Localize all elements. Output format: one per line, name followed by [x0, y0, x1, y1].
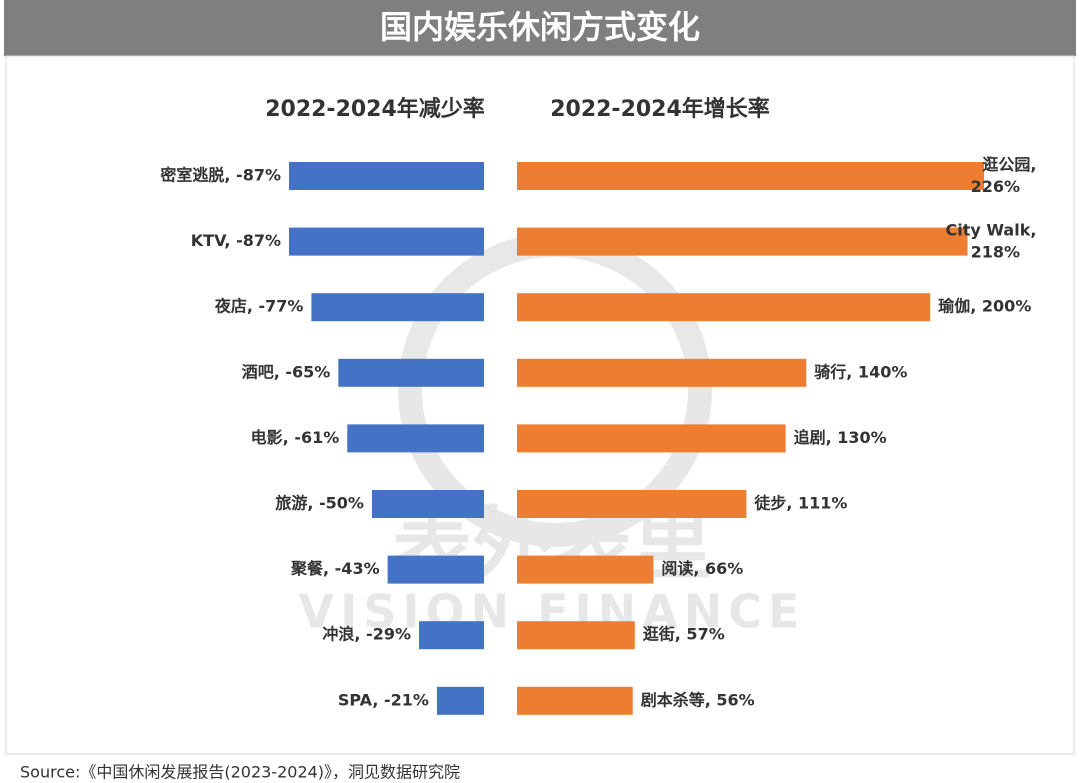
bar — [311, 293, 484, 322]
bar — [517, 162, 984, 190]
bar — [517, 621, 635, 650]
bar — [517, 686, 633, 715]
page-title: 国内娱乐休闲方式变化 — [380, 8, 700, 46]
value-label: City Walk, 218% — [945, 220, 1042, 261]
bar — [338, 358, 484, 387]
bar — [371, 490, 484, 518]
title-bar — [4, 0, 1076, 56]
source: Source:《中国休闲发展报告(2023-2024)》，洞见数据研究院 — [20, 763, 460, 782]
value-label: 逛街, 57% — [643, 625, 725, 644]
value-label: 逛公园, 226% — [971, 155, 1042, 196]
value-label: 骑行, 140% — [814, 362, 907, 381]
bar — [517, 358, 807, 387]
bar — [347, 424, 484, 453]
bar — [289, 162, 484, 190]
value-label: 酒吧, -65% — [242, 362, 331, 381]
value-label: 夜店, -77% — [214, 297, 304, 316]
value-label: 剧本杀等, 56% — [641, 690, 755, 709]
panel-title: 2022-2024年增长率 — [550, 96, 770, 122]
bar — [419, 621, 484, 650]
value-label: 瑜伽, 200% — [938, 297, 1031, 316]
bar — [436, 686, 484, 715]
bar — [289, 227, 484, 256]
bar — [517, 490, 747, 518]
value-label: 冲浪, -29% — [322, 625, 411, 644]
value-label: 旅游, -50% — [275, 494, 364, 513]
frame — [5, 55, 1075, 755]
bar — [517, 293, 931, 322]
bar — [517, 424, 786, 453]
value-label: 徒步, 111% — [753, 494, 847, 513]
bar — [517, 555, 654, 584]
value-label: 聚餐, -43% — [290, 559, 380, 578]
bar — [517, 227, 968, 256]
value-label: KTV, -87% — [191, 231, 281, 250]
value-label: 密室逃脱, -87% — [159, 166, 281, 185]
panel-title: 2022-2024年减少率 — [265, 96, 485, 122]
bar — [387, 555, 484, 584]
value-label: 电影, -61% — [251, 428, 340, 447]
value-label: 追剧, 130% — [794, 428, 887, 447]
value-label: 阅读, 66% — [661, 559, 743, 578]
value-label: SPA, -21% — [338, 690, 429, 709]
